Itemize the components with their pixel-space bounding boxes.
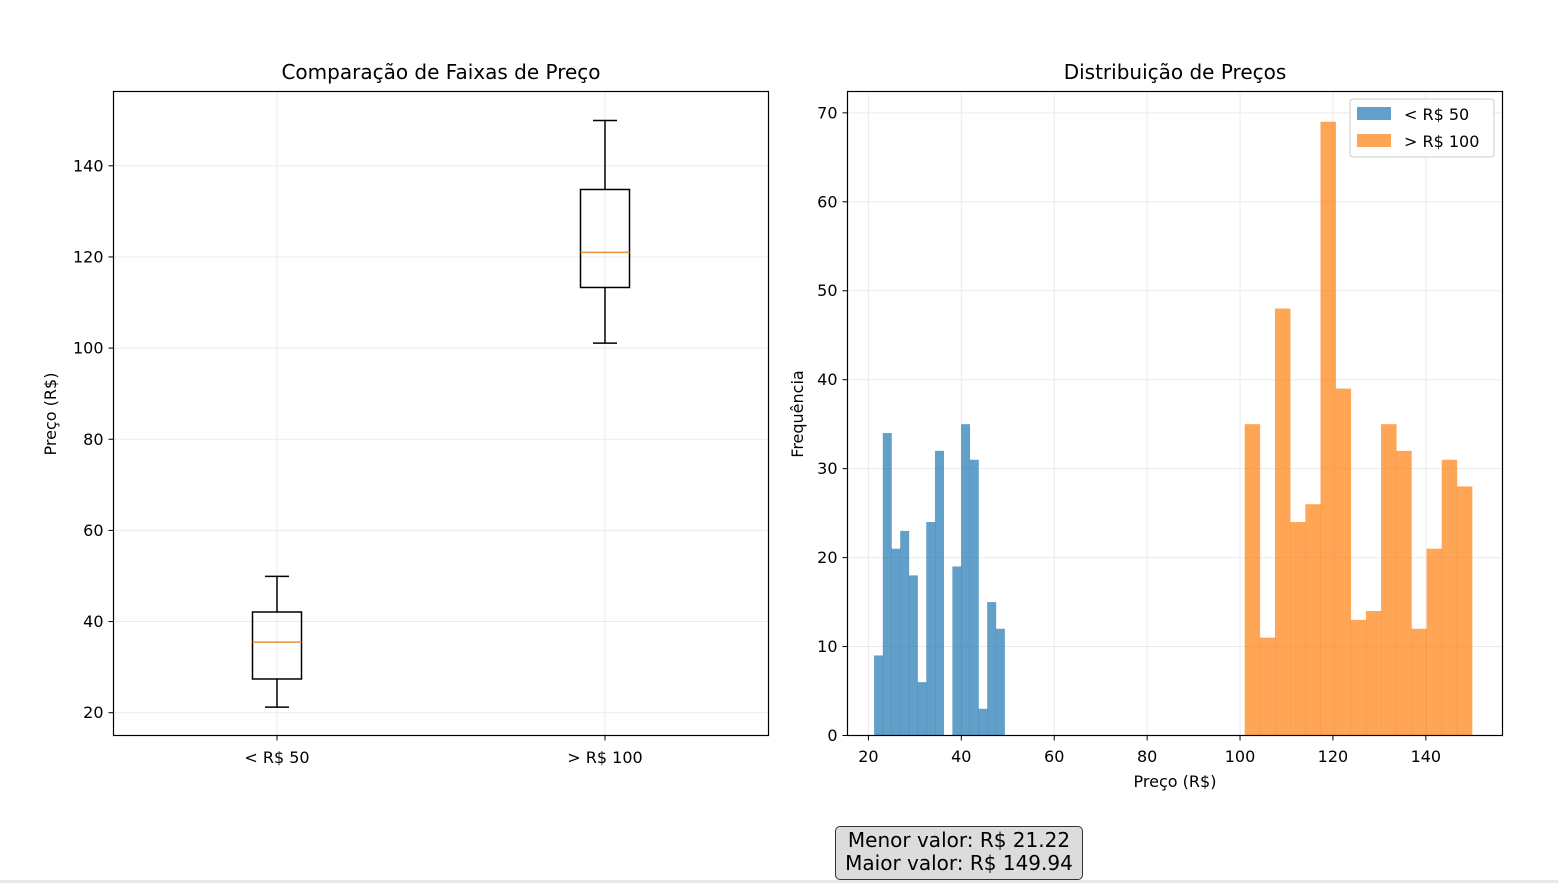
boxplot-marks <box>251 119 631 708</box>
y-tick-label: 60 <box>817 192 837 211</box>
histogram-bar <box>891 548 901 736</box>
box-1 <box>579 119 631 344</box>
legend-label-high: > R$ 100 <box>1404 132 1479 151</box>
histogram-bar <box>917 682 927 736</box>
histogram-bar <box>1411 628 1427 736</box>
histogram-legend: < R$ 50 > R$ 100 <box>1349 98 1495 158</box>
boxplot-plot-frame <box>112 90 770 737</box>
histogram-bar <box>952 566 962 736</box>
histogram-bar <box>1320 121 1336 736</box>
y-tick-label: 50 <box>817 281 837 300</box>
y-tick-label: 80 <box>83 430 103 449</box>
y-tick-label: 20 <box>817 548 837 567</box>
histogram-bar <box>874 655 884 736</box>
histogram-bar <box>1381 424 1397 736</box>
histogram-bar <box>908 575 918 736</box>
histogram-y-axis-label: Frequência <box>788 370 807 457</box>
x-tick-label: 100 <box>1225 747 1256 766</box>
y-tick-label: 40 <box>83 612 103 631</box>
x-tick-label: 80 <box>1137 747 1157 766</box>
x-tick-label: < R$ 50 <box>244 748 309 767</box>
histogram-bar <box>926 522 936 736</box>
histogram-bar <box>1441 459 1458 736</box>
boxplot-title: Comparação de Faixas de Preço <box>281 60 600 84</box>
y-tick-label: 140 <box>73 156 104 175</box>
histogram-bar <box>995 628 1005 736</box>
histogram-bar <box>1456 486 1473 736</box>
histogram-bar <box>1365 610 1382 736</box>
series-1 <box>1244 121 1473 736</box>
histogram-bar <box>900 530 910 736</box>
boxplot-y-ticks: 20 40 60 80 100 120 140 <box>73 156 114 722</box>
histogram-y-ticks: 0 10 20 30 40 50 60 70 <box>817 103 848 745</box>
box-0 <box>251 575 303 708</box>
legend-swatch-high <box>1357 134 1391 147</box>
histogram-bar <box>1290 522 1306 736</box>
x-tick-label: 140 <box>1411 747 1442 766</box>
histogram-bar <box>1305 504 1321 736</box>
histogram-panel: Distribuição de Preços Frequência Preço … <box>788 60 1504 791</box>
x-tick-label: 40 <box>951 747 971 766</box>
histogram-bar <box>987 602 997 736</box>
histogram-bar <box>1259 637 1276 736</box>
histogram-bar <box>1396 450 1412 736</box>
y-tick-label: 40 <box>817 370 837 389</box>
histogram-bar <box>1274 308 1291 736</box>
min-price-text: Menor valor: R$ 21.22 <box>847 828 1071 852</box>
histogram-x-axis-label: Preço (R$) <box>1134 772 1217 791</box>
histogram-bar <box>978 708 988 736</box>
x-tick-label: 120 <box>1318 747 1349 766</box>
price-stats-box: Menor valor: R$ 21.22 Maior valor: R$ 14… <box>835 826 1083 880</box>
box-body <box>579 188 631 289</box>
x-tick-label: > R$ 100 <box>567 748 642 767</box>
y-tick-label: 20 <box>83 703 103 722</box>
histogram-bar <box>1350 619 1367 736</box>
histogram-x-ticks: 20 40 60 80 100 120 140 <box>858 735 1442 766</box>
histogram-plot-frame <box>846 90 1504 737</box>
y-tick-label: 70 <box>817 103 837 122</box>
x-tick-label: 60 <box>1044 747 1064 766</box>
histogram-bar <box>934 450 944 736</box>
y-tick-label: 120 <box>73 247 104 266</box>
x-tick-label: 20 <box>858 747 878 766</box>
legend-label-low: < R$ 50 <box>1404 105 1469 124</box>
boxplot-y-axis-label: Preço (R$) <box>41 373 60 456</box>
y-tick-label: 60 <box>83 521 103 540</box>
histogram-bar <box>961 424 971 736</box>
bottom-divider <box>0 880 1558 883</box>
boxplot-x-ticks: < R$ 50 > R$ 100 <box>244 735 643 767</box>
y-tick-label: 10 <box>817 637 837 656</box>
histogram-bar <box>1426 548 1443 736</box>
histogram-bar <box>882 433 892 736</box>
y-tick-label: 100 <box>73 339 104 358</box>
histogram-bar <box>1335 388 1352 736</box>
histogram-bar <box>969 459 979 736</box>
max-price-text: Maior valor: R$ 149.94 <box>845 851 1073 875</box>
series-0 <box>874 424 1005 736</box>
y-tick-label: 30 <box>817 459 837 478</box>
box-body <box>251 611 303 680</box>
histogram-title: Distribuição de Preços <box>1064 60 1287 84</box>
histogram-bars <box>874 121 1473 736</box>
boxplot-panel: Comparação de Faixas de Preço Preço (R$)… <box>41 60 770 767</box>
y-tick-label: 0 <box>827 726 837 745</box>
histogram-bar <box>1244 424 1261 736</box>
boxplot-grid <box>113 91 769 736</box>
legend-swatch-low <box>1357 107 1391 120</box>
